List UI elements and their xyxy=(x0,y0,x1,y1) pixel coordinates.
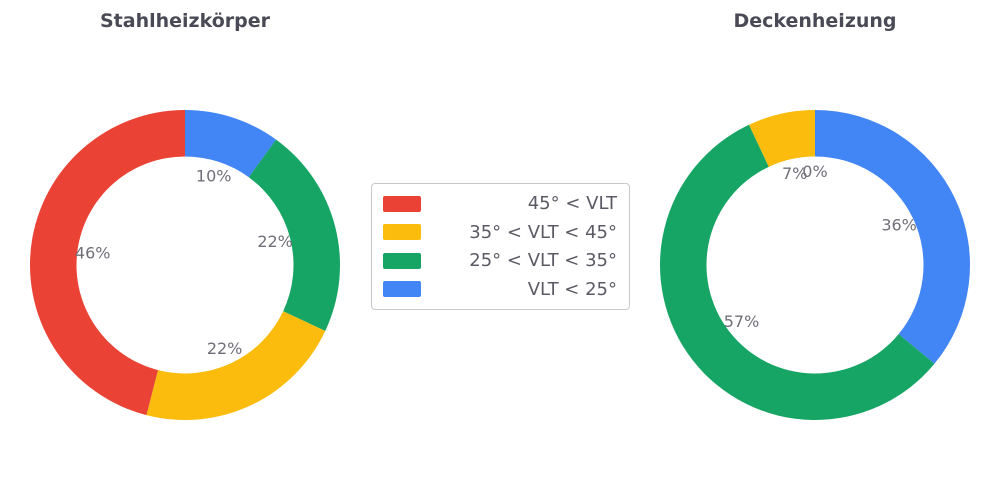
donut-slice-yellow xyxy=(749,110,815,167)
donut-chart-deckenheizung: 36% 57% 7% 0% xyxy=(645,95,985,435)
legend-item-red: 45° < VLT xyxy=(383,193,617,214)
chart-title-stahlheizkoerper: Stahlheizkörper xyxy=(99,10,271,32)
donut-slice-blue xyxy=(815,110,970,364)
legend: 45° < VLT 35° < VLT < 45° 25° < VLT < 35° V… xyxy=(371,183,630,310)
percent-label-blue: 36% xyxy=(881,215,917,234)
legend-label: VLT < 25° xyxy=(527,278,617,300)
legend-swatch-blue xyxy=(383,281,421,298)
donut-slice-red xyxy=(29,109,186,416)
percent-label-red: 46% xyxy=(75,243,111,262)
legend-item-green: 25° < VLT < 35° xyxy=(383,250,617,271)
percent-label-blue: 10% xyxy=(196,167,232,186)
legend-swatch-green xyxy=(383,252,421,269)
percent-label-red: 0% xyxy=(802,162,827,181)
donut-slice-yellow xyxy=(146,311,326,421)
donut-slice-green xyxy=(660,124,935,420)
donut-svg-stahlheizkoerper: 10% 22% 22% 46% xyxy=(29,109,341,421)
percent-label-yellow: 22% xyxy=(207,339,243,358)
legend-swatch-yellow xyxy=(383,224,421,241)
legend-item-blue: VLT < 25° xyxy=(383,279,617,300)
legend-label: 45° < VLT xyxy=(527,193,617,214)
legend-label: 35° < VLT < 45° xyxy=(469,221,617,243)
donut-slice-blue xyxy=(185,110,277,178)
donut-chart-stahlheizkoerper: 10% 22% 22% 46% xyxy=(15,95,355,435)
donut-slice-green xyxy=(248,139,341,331)
legend-label: 25° < VLT < 35° xyxy=(469,250,617,272)
chart-title-deckenheizung: Deckenheizung xyxy=(733,10,897,32)
percent-label-yellow: 7% xyxy=(782,164,807,183)
legend-swatch-red xyxy=(383,195,421,212)
percent-label-green: 22% xyxy=(257,232,293,251)
donut-svg-deckenheizung: 36% 57% 7%0% xyxy=(660,110,970,420)
legend-item-yellow: 35° < VLT < 45° xyxy=(383,222,617,243)
percent-label-green: 57% xyxy=(724,312,760,331)
